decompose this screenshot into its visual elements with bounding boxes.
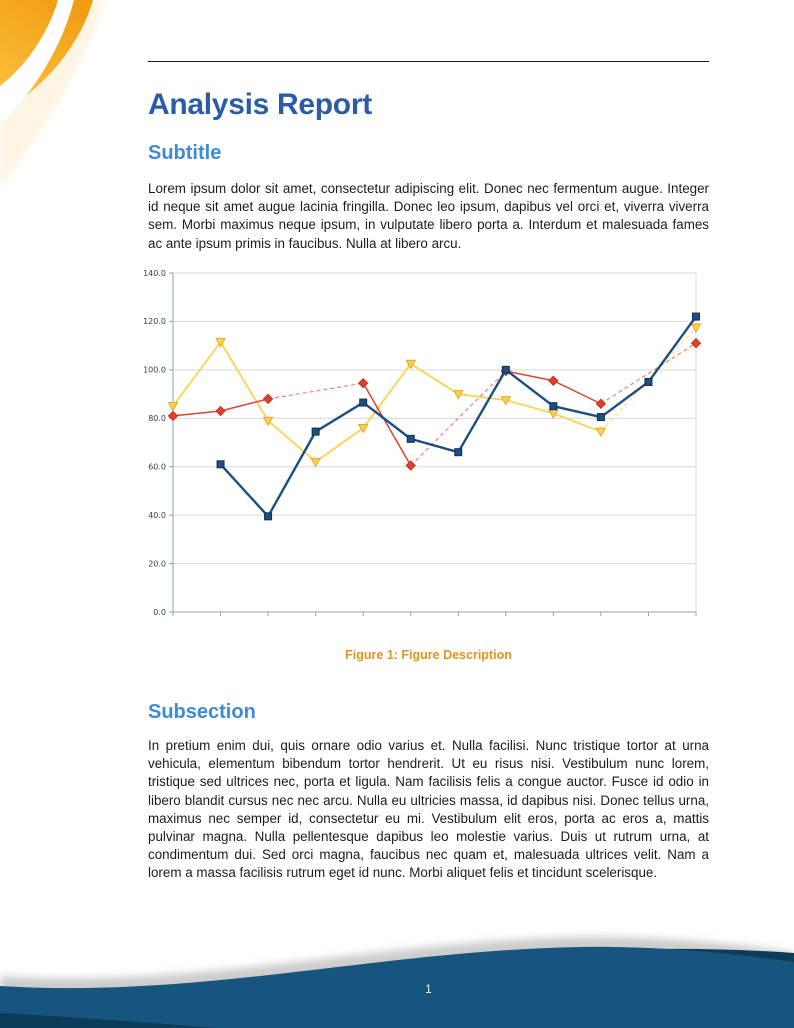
figure-1-line-chart: 0.0 20.0 40.0 60.0 80.0 100.0 120.0 140.0	[140, 255, 710, 630]
svg-text:80.0: 80.0	[148, 414, 166, 423]
svg-text:20.0: 20.0	[148, 559, 166, 568]
swoosh-white-band	[0, 0, 74, 125]
svg-text:140.0: 140.0	[143, 269, 166, 278]
svg-text:40.0: 40.0	[148, 511, 166, 520]
footer-wave-main	[0, 946, 794, 1028]
svg-text:0.0: 0.0	[153, 608, 166, 617]
footer-wave-dark-strip	[0, 1013, 216, 1028]
subsection-paragraph: In pretium enim dui, quis ornare odio va…	[148, 738, 709, 881]
footer-wave-decoration	[0, 936, 794, 1028]
line-chart-svg: 0.0 20.0 40.0 60.0 80.0 100.0 120.0 140.0	[143, 269, 702, 617]
corner-swoosh-decoration	[0, 0, 104, 186]
header-rule	[148, 61, 709, 62]
section-heading-subsection: Subsection	[148, 701, 256, 723]
figure-caption: Figure 1: Figure Description	[345, 648, 512, 662]
section-heading-subtitle: Subtitle	[148, 142, 222, 164]
svg-text:100.0: 100.0	[143, 366, 166, 375]
svg-text:120.0: 120.0	[143, 317, 166, 326]
section-paragraph: Lorem ipsum dolor sit amet, consectetur …	[148, 181, 709, 251]
page-number: 1	[425, 984, 432, 996]
svg-text:60.0: 60.0	[148, 463, 166, 472]
page-title: Analysis Report	[148, 88, 372, 121]
